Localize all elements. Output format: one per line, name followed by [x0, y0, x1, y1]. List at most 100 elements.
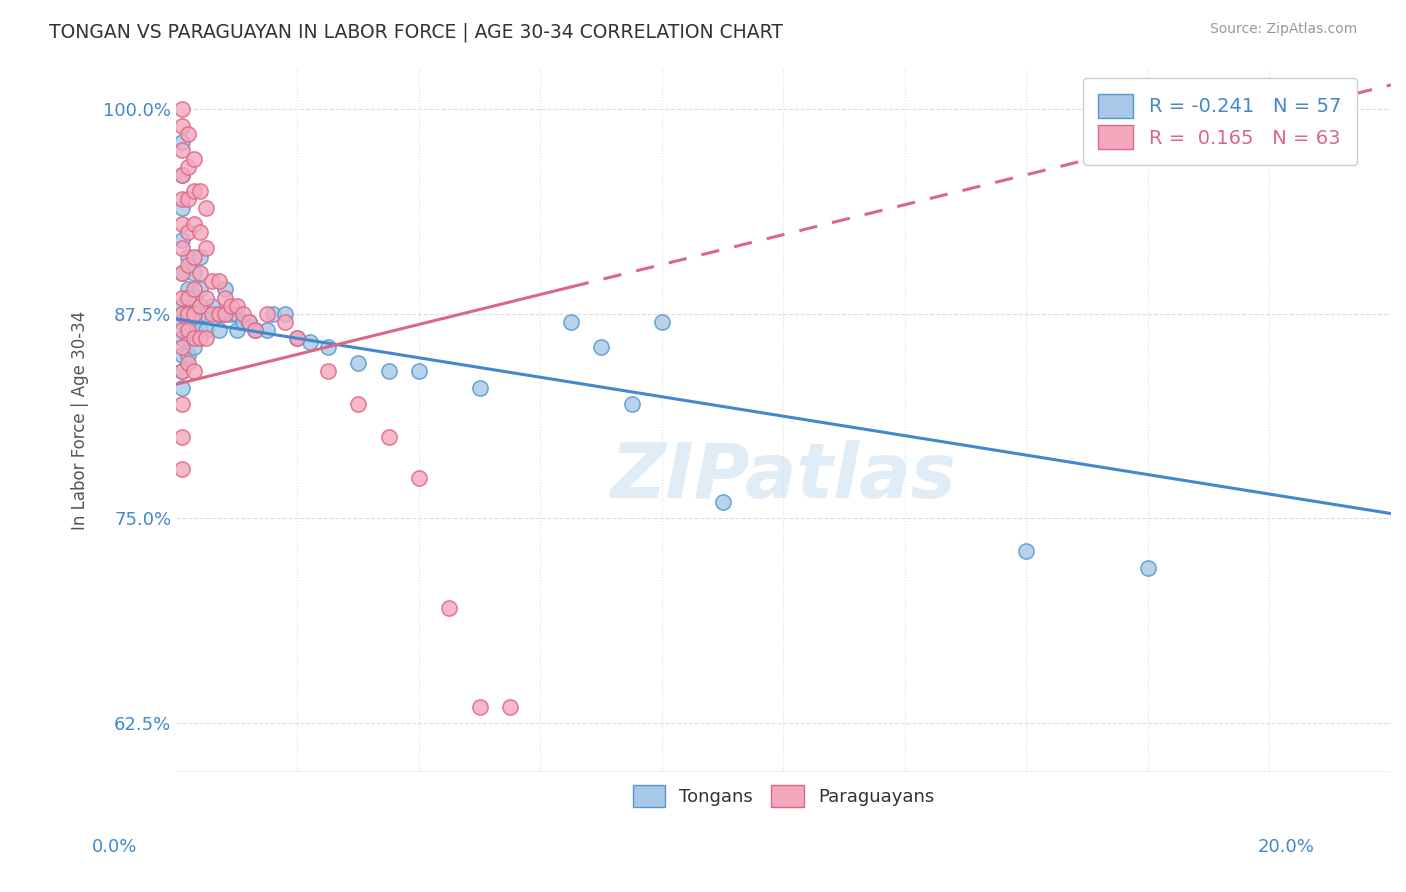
Point: [347, 397, 370, 411]
Point: [183, 250, 205, 264]
Point: [316, 364, 339, 378]
Point: [170, 103, 193, 117]
Point: [201, 274, 224, 288]
Point: [287, 331, 309, 345]
Point: [183, 307, 205, 321]
Point: [183, 340, 205, 354]
Point: [243, 323, 266, 337]
Point: [207, 274, 229, 288]
Point: [170, 331, 193, 345]
Point: [170, 217, 193, 231]
Point: [232, 315, 254, 329]
Point: [195, 323, 218, 337]
Point: [243, 323, 266, 337]
Point: [170, 364, 193, 378]
Point: [207, 307, 229, 321]
Y-axis label: In Labor Force | Age 30-34: In Labor Force | Age 30-34: [72, 310, 89, 530]
Point: [225, 299, 247, 313]
Point: [170, 462, 193, 476]
Text: TONGAN VS PARAGUAYAN IN LABOR FORCE | AGE 30-34 CORRELATION CHART: TONGAN VS PARAGUAYAN IN LABOR FORCE | AG…: [49, 22, 783, 42]
Point: [170, 135, 193, 149]
Point: [170, 266, 193, 280]
Point: [711, 495, 734, 509]
Point: [170, 307, 193, 321]
Point: [183, 307, 205, 321]
Point: [316, 340, 339, 354]
Point: [170, 348, 193, 362]
Point: [207, 323, 229, 337]
Point: [170, 242, 193, 256]
Point: [238, 315, 260, 329]
Point: [177, 307, 200, 321]
Point: [188, 250, 211, 264]
Point: [195, 307, 218, 321]
Point: [177, 331, 200, 345]
Point: [170, 323, 193, 337]
Legend: Tongans, Paraguayans: Tongans, Paraguayans: [623, 776, 943, 816]
Point: [183, 364, 205, 378]
Point: [177, 307, 200, 321]
Point: [170, 397, 193, 411]
Point: [262, 307, 284, 321]
Point: [195, 201, 218, 215]
Point: [170, 315, 193, 329]
Point: [219, 307, 242, 321]
Point: [188, 331, 211, 345]
Point: [177, 250, 200, 264]
Point: [183, 291, 205, 305]
Point: [560, 315, 582, 329]
Point: [188, 307, 211, 321]
Point: [188, 266, 211, 280]
Point: [195, 291, 218, 305]
Point: [183, 152, 205, 166]
Point: [170, 364, 193, 378]
Point: [1136, 560, 1159, 574]
Point: [214, 291, 236, 305]
Point: [170, 380, 193, 394]
Point: [170, 233, 193, 247]
Point: [232, 307, 254, 321]
Point: [256, 307, 278, 321]
Point: [651, 315, 673, 329]
Point: [207, 307, 229, 321]
Point: [468, 380, 491, 394]
Point: [183, 217, 205, 231]
Point: [177, 225, 200, 239]
Point: [499, 699, 522, 714]
Point: [225, 307, 247, 321]
Point: [177, 127, 200, 141]
Point: [177, 291, 200, 305]
Point: [238, 315, 260, 329]
Point: [183, 184, 205, 198]
Point: [188, 323, 211, 337]
Point: [177, 348, 200, 362]
Point: [274, 307, 297, 321]
Point: [188, 225, 211, 239]
Point: [1015, 544, 1038, 558]
Point: [468, 699, 491, 714]
Point: [170, 266, 193, 280]
Point: [298, 334, 321, 349]
Point: [170, 168, 193, 182]
Point: [170, 168, 193, 182]
Text: ZIPatlas: ZIPatlas: [610, 440, 956, 514]
Point: [219, 299, 242, 313]
Point: [177, 323, 200, 337]
Point: [183, 331, 205, 345]
Point: [195, 242, 218, 256]
Point: [214, 307, 236, 321]
Point: [177, 258, 200, 272]
Point: [256, 323, 278, 337]
Point: [620, 397, 643, 411]
Point: [188, 282, 211, 296]
Point: [177, 282, 200, 296]
Point: [170, 340, 193, 354]
Point: [591, 340, 613, 354]
Point: [347, 356, 370, 370]
Point: [287, 331, 309, 345]
Point: [177, 356, 200, 370]
Point: [195, 331, 218, 345]
Point: [274, 315, 297, 329]
Point: [170, 307, 193, 321]
Point: [170, 119, 193, 133]
